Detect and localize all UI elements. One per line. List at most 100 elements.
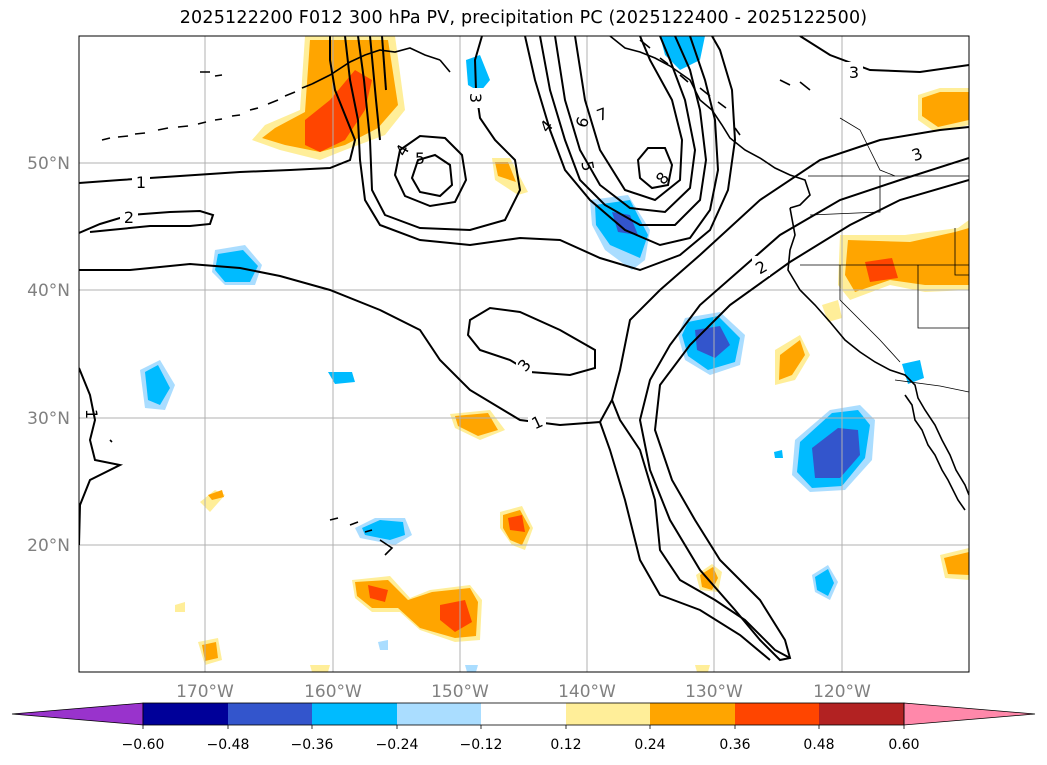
colorbar-label-4: −0.24	[376, 737, 419, 753]
colorbar-bin-2	[228, 703, 312, 725]
colorbar-label-5: −0.12	[460, 737, 503, 753]
political-borders	[800, 117, 969, 393]
colorbar-bin-8	[735, 703, 819, 725]
lon-label-150w: 150°W	[431, 682, 489, 702]
precip-positive-tiny-4	[695, 665, 710, 672]
lat-label-30n: 30°N	[27, 409, 70, 429]
precip-positive-tiny-2	[175, 602, 185, 612]
precip-positive-small-1-core	[495, 162, 516, 182]
precip-positive-coast	[822, 300, 842, 322]
pv-contour-1-south	[79, 126, 969, 427]
precip-negative-tiny-2	[774, 450, 783, 458]
precip-positive-tiny-1-core	[208, 490, 224, 500]
map-area: 1 2 3 4 5 4 5 6 7 8 3 1 2 3 3 1	[79, 36, 969, 672]
contour-label-3-ne: 3	[849, 63, 859, 82]
pv-contour-1-branch-inner	[599, 421, 771, 661]
pv-contour-6-loop	[381, 36, 387, 91]
contour-label-1-west: 1	[82, 409, 101, 419]
colorbar-extend-high	[903, 702, 1036, 726]
contour-label-5-oval: 5	[415, 149, 425, 168]
colorbar: −0.60 −0.48 −0.36 −0.24 −0.12 0.12 0.24 …	[11, 702, 1036, 753]
pv-contour-1-north	[79, 36, 357, 184]
lon-label-130w: 130°W	[685, 682, 743, 702]
precip-strong-south-west-2	[440, 600, 472, 632]
precip-strong-interior	[865, 258, 898, 282]
precip-positive-east	[779, 340, 805, 380]
colorbar-label-6: 0.12	[550, 737, 581, 753]
longitude-labels: 170°W 160°W 150°W 140°W 130°W 120°W	[176, 682, 871, 702]
pv-contour-3-oval	[466, 306, 596, 377]
contour-label-5-east: 5	[577, 159, 597, 172]
pv-contour-8	[636, 147, 674, 190]
colorbar-label-10: 0.60	[888, 737, 919, 753]
pv-contours	[79, 36, 969, 662]
colorbar-bin-5	[481, 703, 566, 725]
colorbar-bin-9	[819, 703, 904, 725]
precip-positive-se-corner	[944, 552, 969, 575]
colorbar-bin-1	[143, 703, 228, 725]
colorbar-extend-low	[11, 702, 144, 726]
lon-label-140w: 140°W	[558, 682, 616, 702]
precip-strong-alaska	[305, 70, 372, 152]
precip-negative-tiny-1	[328, 372, 355, 384]
precip-positive-mid	[455, 413, 498, 436]
contour-label-3-north: 3	[466, 93, 485, 103]
pv-contour-5-loop	[369, 36, 381, 141]
precip-negative-tiny-4	[378, 640, 388, 650]
pv-contour-3-loop	[344, 36, 737, 272]
precip-negative-far-west	[145, 365, 170, 405]
colorbar-ticks	[142, 725, 905, 729]
pv-contour-4-east	[524, 36, 720, 247]
lon-label-120w: 120°W	[813, 682, 871, 702]
precip-negative-central-core	[695, 326, 730, 358]
precip-negative-south	[815, 569, 834, 596]
pv-contour-1-west	[79, 367, 124, 546]
precip-negative-hawaii	[362, 520, 405, 540]
latitude-labels: 50°N 40°N 30°N 20°N	[27, 154, 70, 556]
colorbar-bin-3	[312, 703, 397, 725]
colorbar-label-3: −0.36	[291, 737, 334, 753]
precip-positive-tiny-3	[310, 665, 330, 672]
pv-contour-2-east	[638, 157, 969, 662]
precip-positive-bottom	[202, 642, 218, 661]
colorbar-label-8: 0.36	[719, 737, 750, 753]
contour-label-1-north: 1	[136, 173, 146, 192]
pv-contour-3-ne	[799, 36, 969, 74]
colorbar-label-9: 0.48	[803, 737, 834, 753]
lon-label-170w: 170°W	[176, 682, 234, 702]
colorbar-label-1: −0.60	[122, 737, 165, 753]
lon-label-160w: 160°W	[304, 682, 362, 702]
contour-labels: 1 2 3 4 5 4 5 6 7 8 3 1 2 3 3 1	[82, 62, 926, 433]
lat-label-50n: 50°N	[27, 154, 70, 174]
pv-contour-5-east	[539, 36, 708, 226]
colorbar-bin-4	[397, 703, 481, 725]
precip-negative-small	[466, 55, 490, 92]
pv-contour-6-east	[554, 36, 697, 214]
pv-contour-1-branch	[611, 399, 791, 659]
figure-title: 2025122200 F012 300 hPa PV, precipitatio…	[179, 8, 868, 28]
colorbar-label-7: 0.24	[634, 737, 665, 753]
lat-label-20n: 20°N	[27, 536, 70, 556]
precip-negative-west	[215, 250, 258, 282]
graticule	[79, 36, 969, 672]
precip-negative-sw-core	[812, 428, 860, 478]
precip-strong-hawaii-ne	[508, 515, 525, 532]
contour-label-2-north: 2	[124, 208, 134, 227]
pv-contour-7-east	[574, 36, 684, 202]
pv-contour-4-oval	[410, 153, 454, 198]
coastlines	[101, 36, 969, 556]
precip-negative-tiny-3	[465, 665, 478, 672]
colorbar-bin-6	[566, 703, 650, 725]
precip-positive-alaska-core	[262, 40, 398, 152]
lat-label-40n: 40°N	[27, 281, 70, 301]
map-frame	[78, 35, 970, 673]
pv-contour-5-oval	[393, 134, 468, 208]
precip-positive-ne	[922, 92, 969, 127]
colorbar-bin-7	[650, 703, 735, 725]
precipitation-fills	[140, 36, 969, 672]
precip-negative-offshore-core	[612, 212, 638, 235]
precip-strong-south-west-1	[368, 585, 388, 602]
colorbar-label-2: −0.48	[207, 737, 250, 753]
colorbar-frame	[142, 702, 905, 726]
